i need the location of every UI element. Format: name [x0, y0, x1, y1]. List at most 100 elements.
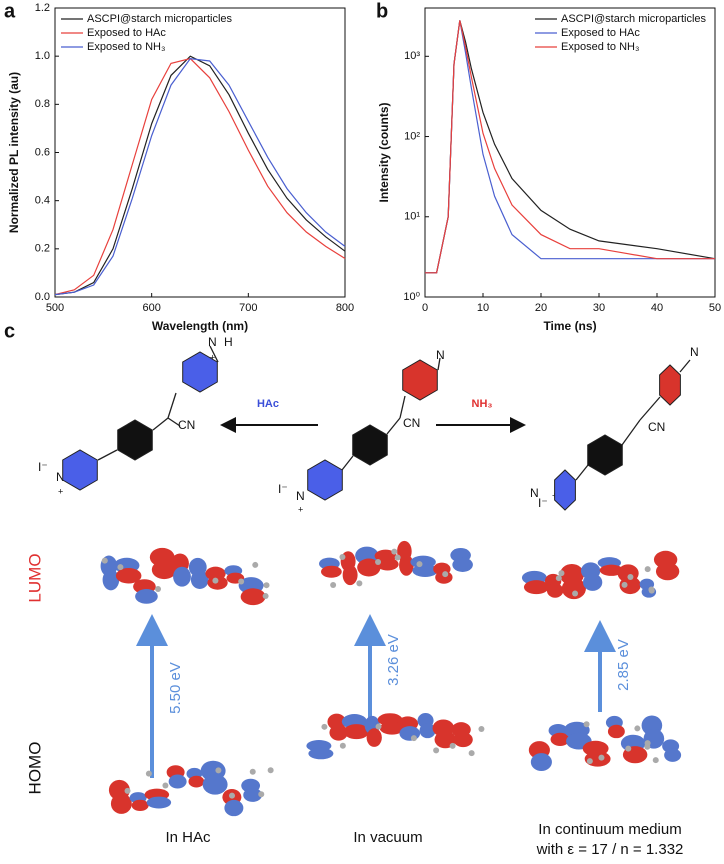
- orbital-lobe: [453, 732, 473, 748]
- ring: [587, 434, 623, 476]
- orbital-label: LUMO: [25, 553, 44, 602]
- orbital-lobe: [207, 575, 228, 590]
- gap-label: 5.50 eV: [167, 662, 184, 714]
- atom: [478, 725, 485, 732]
- atom: [468, 750, 475, 757]
- orbital-label: HOMO: [25, 742, 44, 795]
- atom: [634, 725, 641, 732]
- orbital-lobe: [151, 560, 177, 580]
- y-tick-label: 10¹: [404, 211, 420, 223]
- legend-label: Exposed to NH₃: [87, 41, 165, 53]
- medium-label: In vacuum: [353, 829, 422, 846]
- atom: [124, 787, 131, 794]
- atom: [339, 553, 346, 560]
- orbital-lobe: [452, 557, 473, 572]
- orbital-lobe: [131, 799, 149, 812]
- bond: [679, 359, 691, 373]
- reaction-label: NH₃: [472, 398, 493, 410]
- atom: [258, 791, 265, 798]
- atom: [330, 582, 337, 589]
- orbital-lobe: [357, 558, 381, 577]
- plot-frame: [424, 7, 716, 298]
- atom: [433, 747, 440, 754]
- atom: [598, 754, 605, 761]
- x-tick-label: 20: [535, 302, 547, 314]
- atom: [621, 581, 628, 588]
- atom: [263, 582, 270, 589]
- orbital-lobe: [599, 564, 624, 576]
- orbital-lobe: [329, 724, 348, 741]
- atom: [262, 593, 269, 600]
- x-tick-label: 0: [422, 302, 428, 314]
- panel-label: a: [4, 0, 16, 22]
- orbital-lobe: [168, 774, 187, 789]
- y-axis-title: Normalized PL intensity (au): [7, 72, 21, 233]
- atom: [252, 561, 259, 568]
- y-axis-title: Intensity (counts): [377, 102, 391, 202]
- orbital-lobe: [190, 570, 209, 589]
- gap-label: 3.26 eV: [385, 634, 402, 686]
- legend-label: Exposed to NH₃: [561, 41, 639, 53]
- atom: [410, 735, 417, 742]
- orbital-lobe: [342, 564, 358, 586]
- orbital-lobe: [243, 787, 263, 802]
- bond: [437, 357, 441, 371]
- atom: [572, 590, 579, 597]
- x-tick-label: 50: [709, 302, 721, 314]
- atom: [249, 768, 256, 775]
- ring: [659, 364, 681, 406]
- atom: [391, 548, 398, 555]
- atom: [625, 745, 632, 752]
- ring: [352, 424, 388, 466]
- atom-label: +: [58, 486, 63, 496]
- orbital-lobe: [664, 748, 682, 762]
- orbital-lobe: [419, 723, 436, 739]
- atom: [339, 742, 346, 749]
- orbital-lobe: [546, 583, 564, 598]
- ring: [402, 359, 438, 401]
- atom-label: I⁻: [38, 460, 48, 474]
- atom: [652, 757, 659, 764]
- orbital-lobe: [582, 573, 603, 591]
- bond: [621, 419, 641, 446]
- atom: [238, 578, 245, 585]
- atom: [267, 767, 274, 774]
- bond: [167, 417, 181, 427]
- bond: [399, 395, 406, 419]
- orbital-lobe: [308, 747, 334, 760]
- atom: [627, 573, 634, 580]
- orbital-lobe: [240, 588, 266, 606]
- atom-label: N: [530, 486, 539, 500]
- medium-label: with ε = 17 / n = 1.332: [536, 841, 684, 858]
- bond: [167, 392, 177, 419]
- atom: [117, 564, 124, 571]
- atom-label: CN: [648, 420, 665, 434]
- y-tick-label: 10⁰: [403, 291, 420, 303]
- atom-label: CN: [178, 418, 195, 432]
- orbital-lobe: [376, 557, 399, 571]
- orbital-lobe: [102, 569, 120, 591]
- orbital-lobe: [655, 562, 680, 581]
- x-tick-label: 40: [651, 302, 663, 314]
- atom-label: I⁻: [538, 496, 548, 510]
- bond: [386, 417, 401, 435]
- legend-label: ASCPI@starch microparticles: [561, 13, 707, 25]
- atom-label: +: [298, 504, 303, 514]
- x-axis-title: Time (ns): [543, 319, 596, 333]
- series-line: [54, 55, 346, 296]
- atom: [555, 575, 562, 582]
- y-tick-label: 0.6: [35, 146, 50, 158]
- ring: [62, 449, 98, 491]
- atom: [155, 585, 162, 592]
- orbital-lobe: [110, 793, 132, 814]
- series-line: [54, 57, 346, 296]
- legend-label: ASCPI@starch microparticles: [87, 13, 233, 25]
- ring: [117, 419, 153, 461]
- orbital-lobe: [366, 728, 382, 747]
- y-tick-label: 0.2: [35, 243, 50, 255]
- orbital-lobe: [523, 580, 549, 595]
- atom: [212, 577, 219, 584]
- atom: [644, 740, 651, 747]
- orbital-lobe: [550, 732, 570, 746]
- y-tick-label: 1.2: [35, 2, 50, 14]
